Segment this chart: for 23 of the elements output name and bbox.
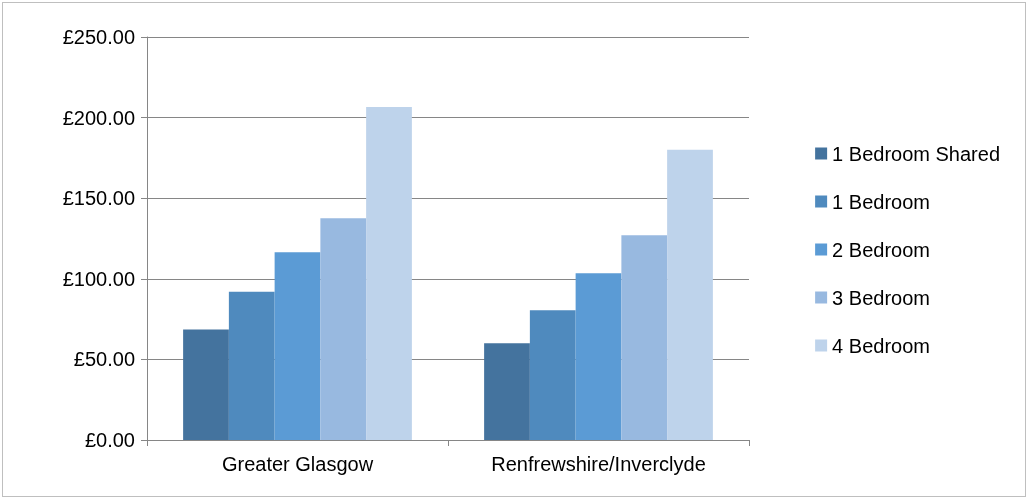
legend-label: 3 Bedroom bbox=[832, 286, 930, 309]
y-tick-label: £0.00 bbox=[84, 429, 135, 451]
legend-label: 1 Bedroom Shared bbox=[832, 142, 1001, 165]
bar bbox=[484, 343, 530, 440]
bar bbox=[228, 291, 275, 440]
y-tick-label: £250.00 bbox=[62, 26, 135, 48]
y-tick-label: £200.00 bbox=[62, 106, 135, 129]
legend-label: 1 Bedroom bbox=[832, 190, 930, 213]
y-tick-label: £100.00 bbox=[62, 267, 135, 290]
legend-label: 2 Bedroom bbox=[832, 238, 930, 261]
bar bbox=[575, 273, 622, 440]
bar bbox=[274, 252, 321, 440]
bar bbox=[529, 310, 576, 440]
y-tick-label: £50.00 bbox=[73, 348, 135, 371]
bar bbox=[667, 149, 713, 440]
bar bbox=[621, 235, 668, 440]
bar bbox=[320, 218, 367, 440]
bar bbox=[366, 107, 412, 440]
legend-label: 4 Bedroom bbox=[832, 334, 930, 357]
y-tick-label: £150.00 bbox=[62, 187, 135, 210]
x-tick-label: Greater Glasgow bbox=[221, 453, 374, 475]
x-tick-label: Renfrewshire/Inverclyde bbox=[491, 453, 706, 475]
bar bbox=[183, 329, 229, 440]
